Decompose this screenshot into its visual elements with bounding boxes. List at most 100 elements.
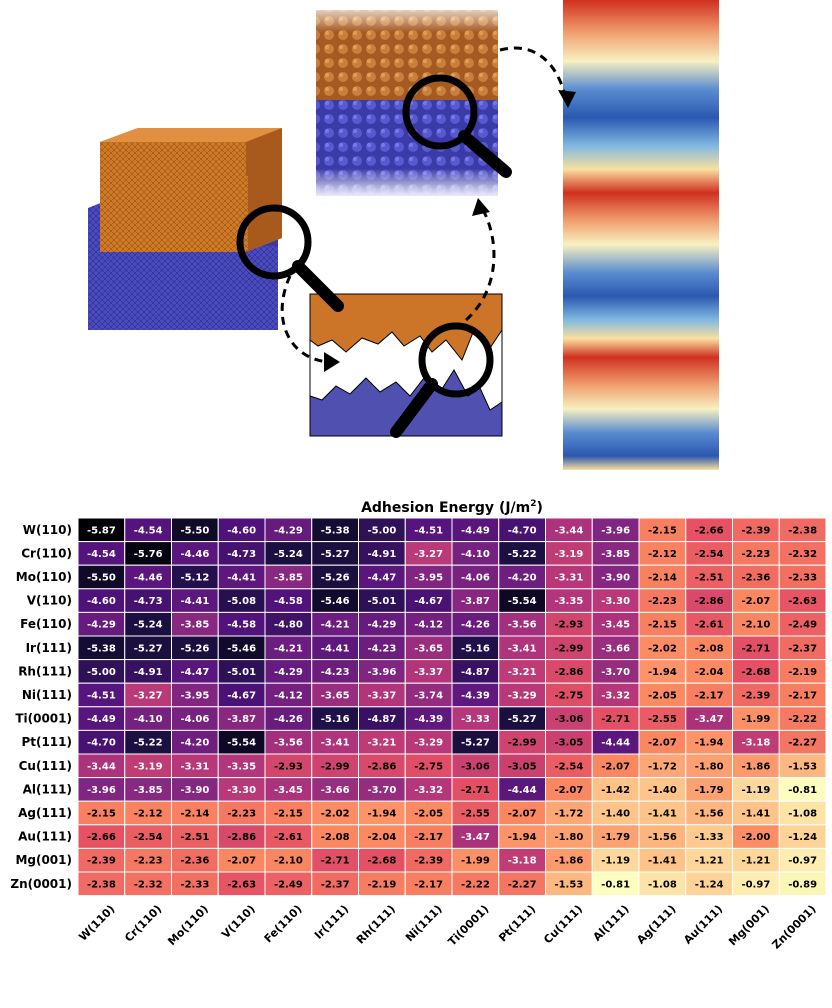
cell-value-label: -4.10 [461,549,490,560]
cell-value-label: -2.66 [87,832,116,843]
cell-value-label: -5.38 [321,525,350,536]
column-label: Fe(110) [262,903,305,946]
cell-value-label: -1.56 [648,832,677,843]
cell-value-label: -3.85 [274,573,303,584]
cell-value-label: -2.36 [741,573,770,584]
cell-value-label: -3.56 [274,738,303,749]
cell-value-label: -3.65 [414,643,443,654]
cell-value-label: -2.61 [274,832,303,843]
cell-value-label: -1.94 [367,809,396,820]
column-label: Zn(0001) [770,903,819,952]
cell-value-label: -1.94 [508,832,537,843]
cell-value-label: -3.29 [414,738,443,749]
row-label: Ir(111) [26,641,72,655]
arrow-head-icon [472,198,490,216]
cell-value-label: -2.04 [695,667,724,678]
column-label: W(110) [76,903,117,944]
cell-value-label: -1.56 [695,809,724,820]
heatmap-grid: -5.87 -4.54 -5.50 -4.60 -4.29 -5.38 -5.00 -4.51… [77,517,827,897]
cell-value-label: -5.16 [461,643,490,654]
cell-value-label: -4.60 [87,596,116,607]
cell-value-label: -4.20 [508,573,537,584]
cell-value-label: -3.65 [321,691,350,702]
cell-value-label: -2.86 [227,832,256,843]
cell-value-label: -3.27 [414,549,443,560]
cell-value-label: -2.36 [180,856,209,867]
cell-value-label: -4.23 [367,643,396,654]
cell-value-label: -2.22 [788,714,817,725]
column-label: Ni(111) [403,903,445,945]
cell-value-label: -3.66 [601,643,630,654]
cell-value-label: -3.29 [508,691,537,702]
cell-value-label: -2.63 [227,879,256,890]
cell-value-label: -1.79 [601,832,630,843]
cell-value-label: -1.99 [461,856,490,867]
cell-value-label: -2.71 [741,643,770,654]
cell-value-label: -2.93 [554,620,583,631]
arrow-head-icon [324,352,340,372]
cell-value-label: -5.08 [227,596,256,607]
cell-value-label: -3.27 [134,691,163,702]
cell-value-label: -3.70 [601,667,630,678]
cell-value-label: -4.73 [227,549,256,560]
cell-value-label: -4.60 [227,525,256,536]
cell-value-label: -4.20 [180,738,209,749]
cell-value-label: -3.96 [601,525,630,536]
cell-value-label: -3.44 [554,525,583,536]
cell-value-label: -2.51 [180,832,209,843]
cell-value-label: -3.47 [695,714,724,725]
cell-value-label: -3.87 [461,596,490,607]
column-label: Cr(110) [122,903,164,945]
cell-value-label: -3.05 [554,738,583,749]
cell-value-label: -2.99 [508,738,537,749]
cell-value-label: -3.21 [367,738,396,749]
cell-value-label: -3.19 [554,549,583,560]
cell-value-label: -2.75 [554,691,583,702]
cell-value-label: -3.05 [508,761,537,772]
cell-value-label: -1.41 [648,856,677,867]
cell-value-label: -2.17 [788,691,817,702]
row-label: Cr(110) [21,546,72,560]
column-labels: W(110) Cr(110) Mo(110) V(110) Fe(110) Ir(111)… [76,903,818,952]
cell-value-label: -2.93 [274,761,303,772]
cell-value-label: -4.29 [274,525,303,536]
cell-value-label: -2.27 [508,879,537,890]
cell-value-label: -5.22 [134,738,163,749]
cell-value-label: -4.47 [180,667,209,678]
cell-value-label: -3.66 [321,785,350,796]
cell-value-label: -2.71 [321,856,350,867]
cell-value-label: -5.54 [227,738,256,749]
cell-value-label: -2.49 [788,620,817,631]
cell-value-label: -1.08 [788,809,817,820]
cell-value-label: -2.54 [134,832,163,843]
cell-value-label: -4.58 [274,596,303,607]
cell-value-label: -2.14 [180,809,209,820]
cell-value-label: -5.01 [367,596,396,607]
cell-value-label: -1.79 [695,785,724,796]
cell-value-label: -5.54 [508,596,537,607]
cell-value-label: -4.44 [508,785,537,796]
potential-energy-map [563,0,719,470]
cell-value-label: -2.00 [741,832,770,843]
cell-value-label: -2.39 [741,691,770,702]
row-label: Rh(111) [18,664,72,678]
cell-value-label: -4.12 [414,620,443,631]
cell-value-label: -2.39 [414,856,443,867]
cell-value-label: -2.15 [87,809,116,820]
heatmap-cell [778,871,827,897]
cell-value-label: -1.53 [788,761,817,772]
cell-value-label: -2.99 [554,643,583,654]
cell-value-label: -5.24 [134,620,163,631]
cell-value-label: -1.94 [648,667,677,678]
cell-value-label: -2.39 [741,525,770,536]
cell-value-label: -3.35 [554,596,583,607]
cell-value-label: -4.87 [367,714,396,725]
cell-value-label: -1.41 [648,809,677,820]
cell-value-label: -2.19 [367,879,396,890]
cell-value-label: -3.32 [414,785,443,796]
cell-value-label: -1.19 [601,856,630,867]
cell-value-label: -4.29 [274,667,303,678]
cell-value-label: -2.54 [554,761,583,772]
cell-value-label: -1.19 [741,785,770,796]
cell-value-label: -4.21 [274,643,303,654]
